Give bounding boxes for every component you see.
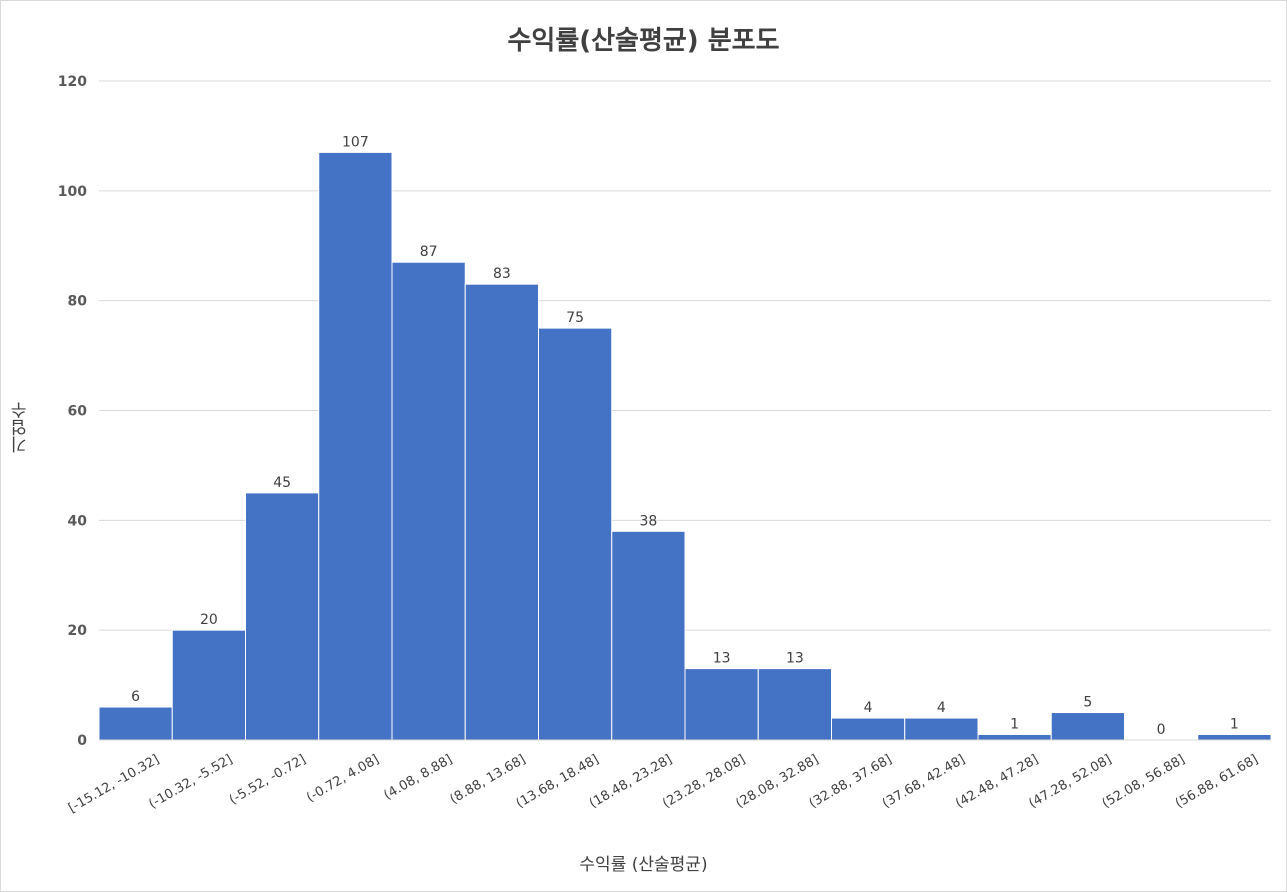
bar: [391, 261, 466, 741]
data-label: 4: [937, 700, 946, 716]
data-label: 5: [1083, 695, 1092, 711]
bar: [904, 717, 979, 741]
x-tick-label: [-15.12, -10.32]: [66, 752, 162, 816]
data-label: 20: [200, 612, 218, 628]
bar: [1050, 712, 1125, 741]
x-tick-label: (-5.52, -0.72]: [227, 752, 309, 808]
data-label: 0: [1157, 722, 1166, 738]
data-label: 38: [639, 513, 657, 529]
data-labels: 6 20 45 107 87 83 75 38 13 13 4 4 1 5 0 1: [131, 134, 1239, 738]
x-tick-label: (4.08, 8.88]: [381, 752, 455, 803]
data-label: 1: [1010, 717, 1019, 733]
y-tick-label: 60: [68, 404, 88, 420]
data-label: 4: [864, 700, 873, 716]
data-label: 13: [713, 651, 731, 667]
data-label: 1: [1230, 717, 1239, 733]
y-tick-label: 0: [77, 733, 87, 749]
bar: [464, 283, 539, 741]
y-tick-label: 120: [58, 74, 87, 90]
data-label: 45: [273, 475, 291, 491]
bar: [757, 668, 832, 741]
bar: [318, 151, 393, 741]
data-label: 75: [566, 310, 584, 326]
bar: [977, 734, 1052, 741]
bar: [684, 668, 759, 741]
data-label: 87: [420, 244, 438, 260]
y-tick-label: 20: [68, 623, 88, 639]
data-label: 6: [131, 689, 140, 705]
bar: [538, 327, 613, 741]
y-axis-ticks: 0 20 40 60 80 100 120: [58, 74, 87, 749]
y-tick-label: 80: [68, 294, 88, 310]
y-tick-label: 40: [68, 513, 88, 529]
x-tick-label: (-0.72, 4.08]: [304, 752, 382, 805]
x-tick-label: (56.88, 61.68]: [1173, 752, 1261, 811]
data-label: 83: [493, 266, 511, 282]
x-tick-label: (-10.32, -5.52]: [146, 752, 235, 812]
bar: [98, 706, 173, 741]
y-tick-label: 100: [58, 184, 87, 200]
bar: [171, 629, 246, 741]
bar: [1197, 734, 1272, 741]
data-label: 13: [786, 651, 804, 667]
x-axis-ticks: [-15.12, -10.32](-10.32, -5.52](-5.52, -…: [66, 752, 1261, 816]
x-axis-label: 수익률 (산술평균): [579, 855, 708, 875]
bar: [611, 530, 686, 741]
chart-title: 수익률(산술평균) 분포도: [507, 26, 780, 56]
bar: [245, 492, 320, 741]
bars: [98, 151, 1272, 741]
bar: [831, 717, 906, 741]
data-label: 107: [342, 134, 369, 150]
